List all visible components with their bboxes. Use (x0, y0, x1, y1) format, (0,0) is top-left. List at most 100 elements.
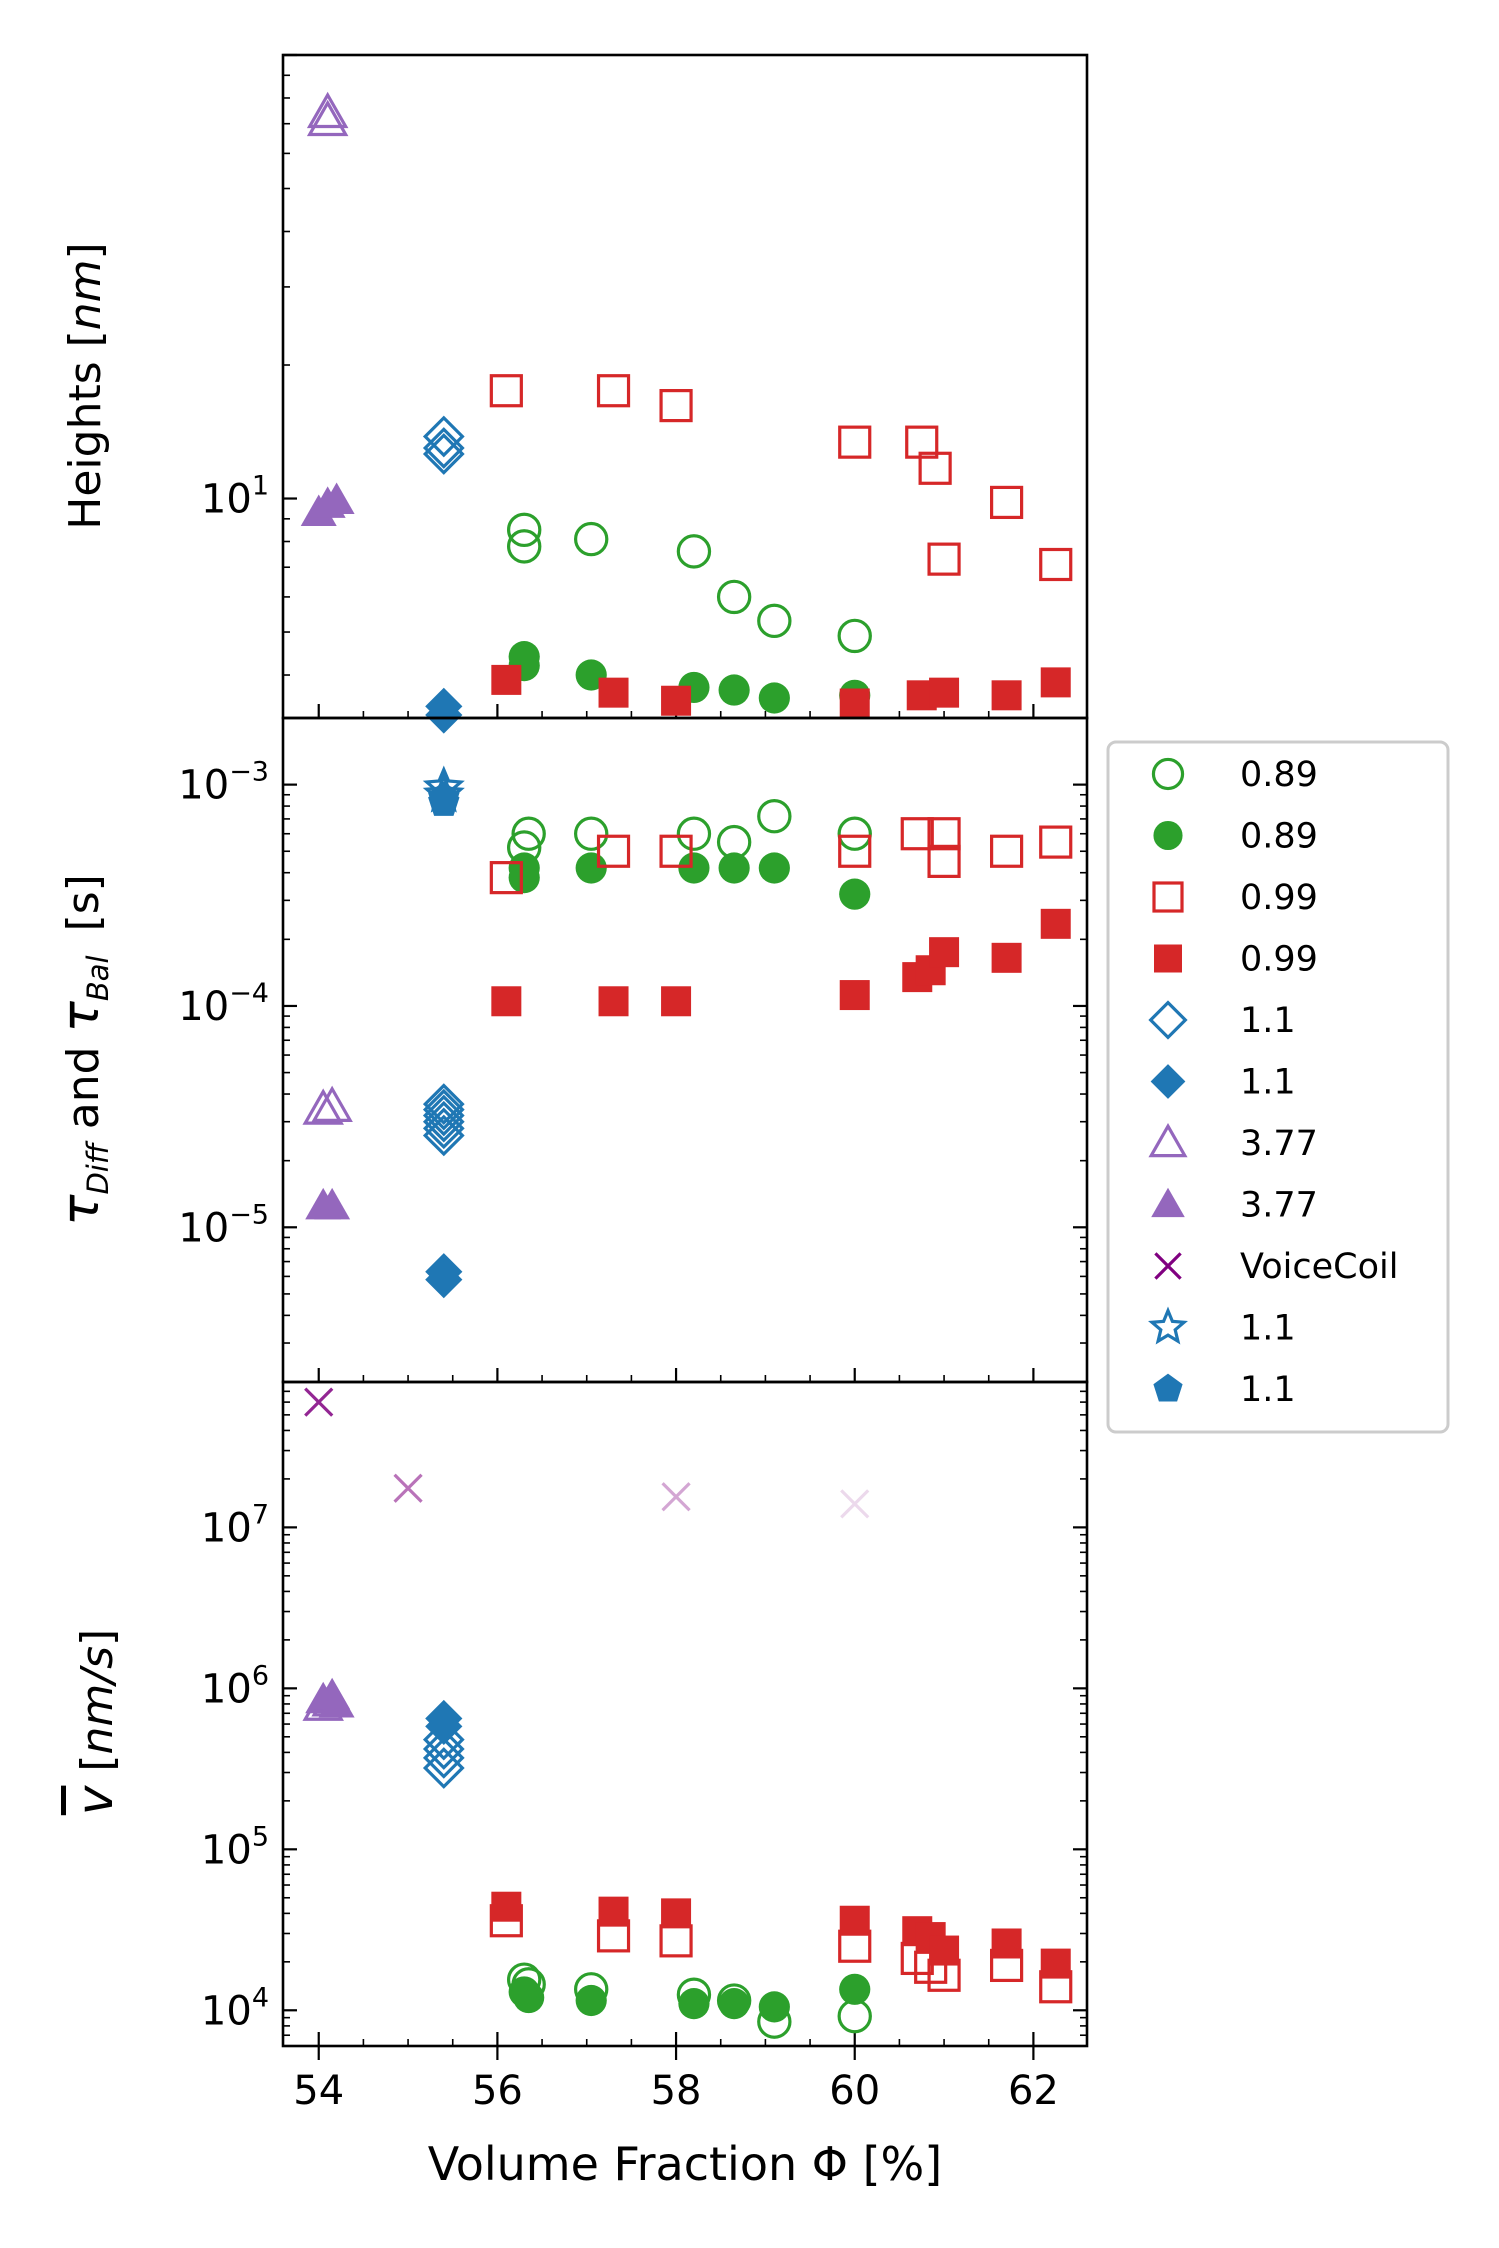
data-point (927, 542, 961, 576)
data-point (839, 1905, 870, 1936)
data-point (661, 1482, 691, 1512)
y-tick-label: 10−5 (178, 1199, 269, 1251)
legend-marker (1148, 1122, 1188, 1158)
series-0.99-square-open (489, 817, 1073, 895)
series-3.77-triangle-filled (305, 1677, 355, 1718)
legend-marker (1153, 820, 1183, 851)
data-point (425, 696, 463, 734)
data-point (758, 852, 790, 884)
data-point (927, 844, 961, 878)
legend-marker (1153, 1373, 1183, 1402)
y-tick-label: 104 (201, 1982, 269, 2034)
data-point (596, 374, 631, 408)
legend-entry: 3.77 (1151, 1186, 1318, 1226)
y-tick-base: 10 (178, 984, 229, 1030)
y-tick-base: 10 (178, 763, 229, 809)
legend-marker (1152, 881, 1184, 913)
data-point (758, 1991, 790, 2023)
data-point (838, 834, 872, 868)
axes-frame-velocity (281, 1380, 1089, 2048)
data-point (991, 680, 1022, 711)
y-tick-exponent: −3 (229, 757, 269, 788)
data-point (989, 834, 1024, 868)
data-point (491, 986, 522, 1017)
data-point (508, 852, 540, 884)
x-tick-label: 62 (1008, 2068, 1059, 2114)
data-point (318, 482, 355, 514)
y-tick-label: 101 (201, 471, 269, 523)
data-point (422, 415, 465, 458)
legend-marker (1154, 944, 1182, 973)
data-point (425, 1707, 463, 1746)
series-1.1-diamond-open (422, 1718, 465, 1789)
series-3.77-triangle-open (306, 91, 349, 137)
y-tick-exponent: −4 (229, 978, 269, 1009)
data-point (422, 1088, 465, 1131)
x-tick-label: 58 (651, 2068, 702, 2114)
x-tick-label: 54 (293, 2068, 344, 2114)
data-point (927, 817, 961, 851)
data-point (513, 1981, 545, 2014)
legend: 0.89 0.89 0.99 0.99 1.1 1.1 3.77 3.77 VoiceCoil 1… (1106, 740, 1450, 1434)
legend-marker (1148, 1306, 1188, 1345)
x-axis-label: Volume Fraction Φ [%] (428, 2137, 942, 2191)
axis-labels: Heights [nm]τDiff and τBal[s]v[nm/s]54 56… (51, 242, 1059, 2191)
data-point (422, 1736, 465, 1779)
series-0.99-square-filled (491, 664, 1071, 719)
data-point (929, 1935, 960, 1966)
series-1.1-diamond-filled (425, 1253, 463, 1299)
series-1.1-diamond-filled (425, 1699, 463, 1746)
data-point (676, 816, 712, 851)
legend-entry: 1.1 (1150, 1063, 1296, 1103)
series-0.89-circle-open (507, 512, 872, 654)
y-tick-exponent: 7 (252, 1499, 269, 1530)
data-point (718, 852, 750, 884)
y-tick-label: 107 (201, 1499, 269, 1551)
legend-label: 0.99 (1240, 940, 1318, 980)
legend-label: 1.1 (1240, 1063, 1296, 1103)
data-point (314, 1187, 351, 1220)
data-point (393, 1473, 423, 1503)
y-tick-base: 10 (201, 1505, 252, 1551)
series-0.99-square-filled (491, 1891, 1071, 1979)
data-point (596, 834, 631, 868)
legend-entry: 0.99 (1152, 878, 1318, 918)
x-tick-label: 60 (829, 2068, 880, 2114)
legend-entry: 0.89 (1153, 817, 1318, 857)
data-point (575, 852, 607, 884)
y-tick-exponent: 6 (252, 1660, 269, 1691)
data-point (422, 1728, 465, 1770)
y-tick-base: 10 (201, 477, 252, 523)
data-point (989, 485, 1024, 520)
legend-label: 3.77 (1240, 1124, 1318, 1164)
y-axis-label-velocity: v[nm/s] (66, 1629, 124, 1815)
data-point (757, 603, 792, 639)
y-tick-label: 10−4 (178, 978, 269, 1030)
y-tick-exponent: 1 (252, 471, 269, 502)
y-tick-exponent: 5 (252, 1821, 269, 1852)
legend-marker (1148, 1000, 1188, 1040)
y-tick-exponent: 4 (252, 1982, 269, 2013)
data-point (1040, 1948, 1071, 1979)
legend-marker (1151, 1187, 1185, 1218)
data-point (574, 816, 609, 851)
data-point (598, 1896, 629, 1927)
data-point (575, 1984, 607, 2017)
ticks-velocity (283, 1381, 1087, 2047)
y-tick-base: 10 (201, 1666, 252, 1712)
data-point (929, 937, 960, 968)
data-point (422, 1718, 465, 1761)
data-point (306, 99, 349, 137)
data-point (574, 521, 609, 557)
data-point (837, 816, 872, 851)
legend-frame (1106, 740, 1450, 1434)
data-point (1039, 825, 1073, 859)
data-point (840, 1489, 870, 1519)
data-point (929, 677, 960, 708)
y-tick-base: 10 (178, 1205, 229, 1251)
series-3.77-triangle-filled (300, 482, 355, 527)
data-point (507, 529, 542, 564)
y-tick-exponent: −5 (229, 1199, 269, 1230)
